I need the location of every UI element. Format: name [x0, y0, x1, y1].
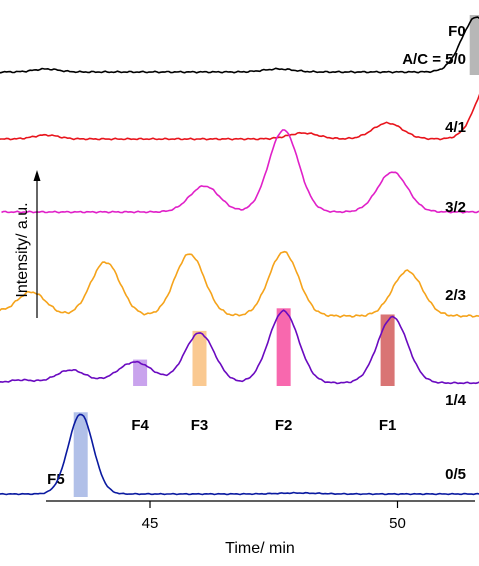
trace-5: [0, 309, 479, 385]
x-axis-label: Time/ min: [225, 540, 295, 557]
band-f3: [192, 330, 207, 386]
band-label-f1: F1: [379, 417, 397, 434]
band-f0: [469, 15, 479, 76]
trace-label-6: 0/5: [445, 466, 466, 483]
x-tick-label: 45: [142, 515, 159, 532]
band-f2: [276, 308, 291, 386]
band-label-f5: F5: [47, 471, 65, 488]
trace-label-4: 2/3: [445, 287, 466, 304]
trace-label-5: 1/4: [445, 392, 467, 409]
trace-label-1: A/C = 5/0: [402, 51, 466, 68]
axes: 455055 Time/ min Intensity/ a.u.: [14, 170, 475, 557]
chromatogram-traces: A/C = 5/0 4/1 3/2 2/3 1/4 0/5: [0, 16, 479, 496]
y-axis-label: Intensity/ a.u.: [14, 202, 31, 297]
trace-3: [1, 129, 479, 214]
band-label-f4: F4: [131, 417, 149, 434]
trace-label-3: 3/2: [445, 199, 466, 216]
band-label-f3: F3: [191, 417, 209, 434]
trace-label-2: 4/1: [445, 119, 466, 136]
band-f4: [133, 359, 148, 386]
band-label-f2: F2: [275, 417, 293, 434]
y-axis-arrow-head: [33, 170, 41, 181]
trace-1: [0, 16, 479, 74]
trace-2: [0, 93, 479, 141]
x-tick-label: 50: [389, 515, 406, 532]
band-label-f0: F0: [448, 23, 466, 40]
fraction-bands: F0 F1 F2 F3 F4 F5: [47, 15, 479, 497]
trace-4: [0, 250, 479, 318]
trace-6: [0, 413, 479, 496]
band-f5: [73, 412, 88, 497]
band-f1: [380, 314, 395, 386]
x-axis-ticks: 455055: [142, 501, 406, 532]
